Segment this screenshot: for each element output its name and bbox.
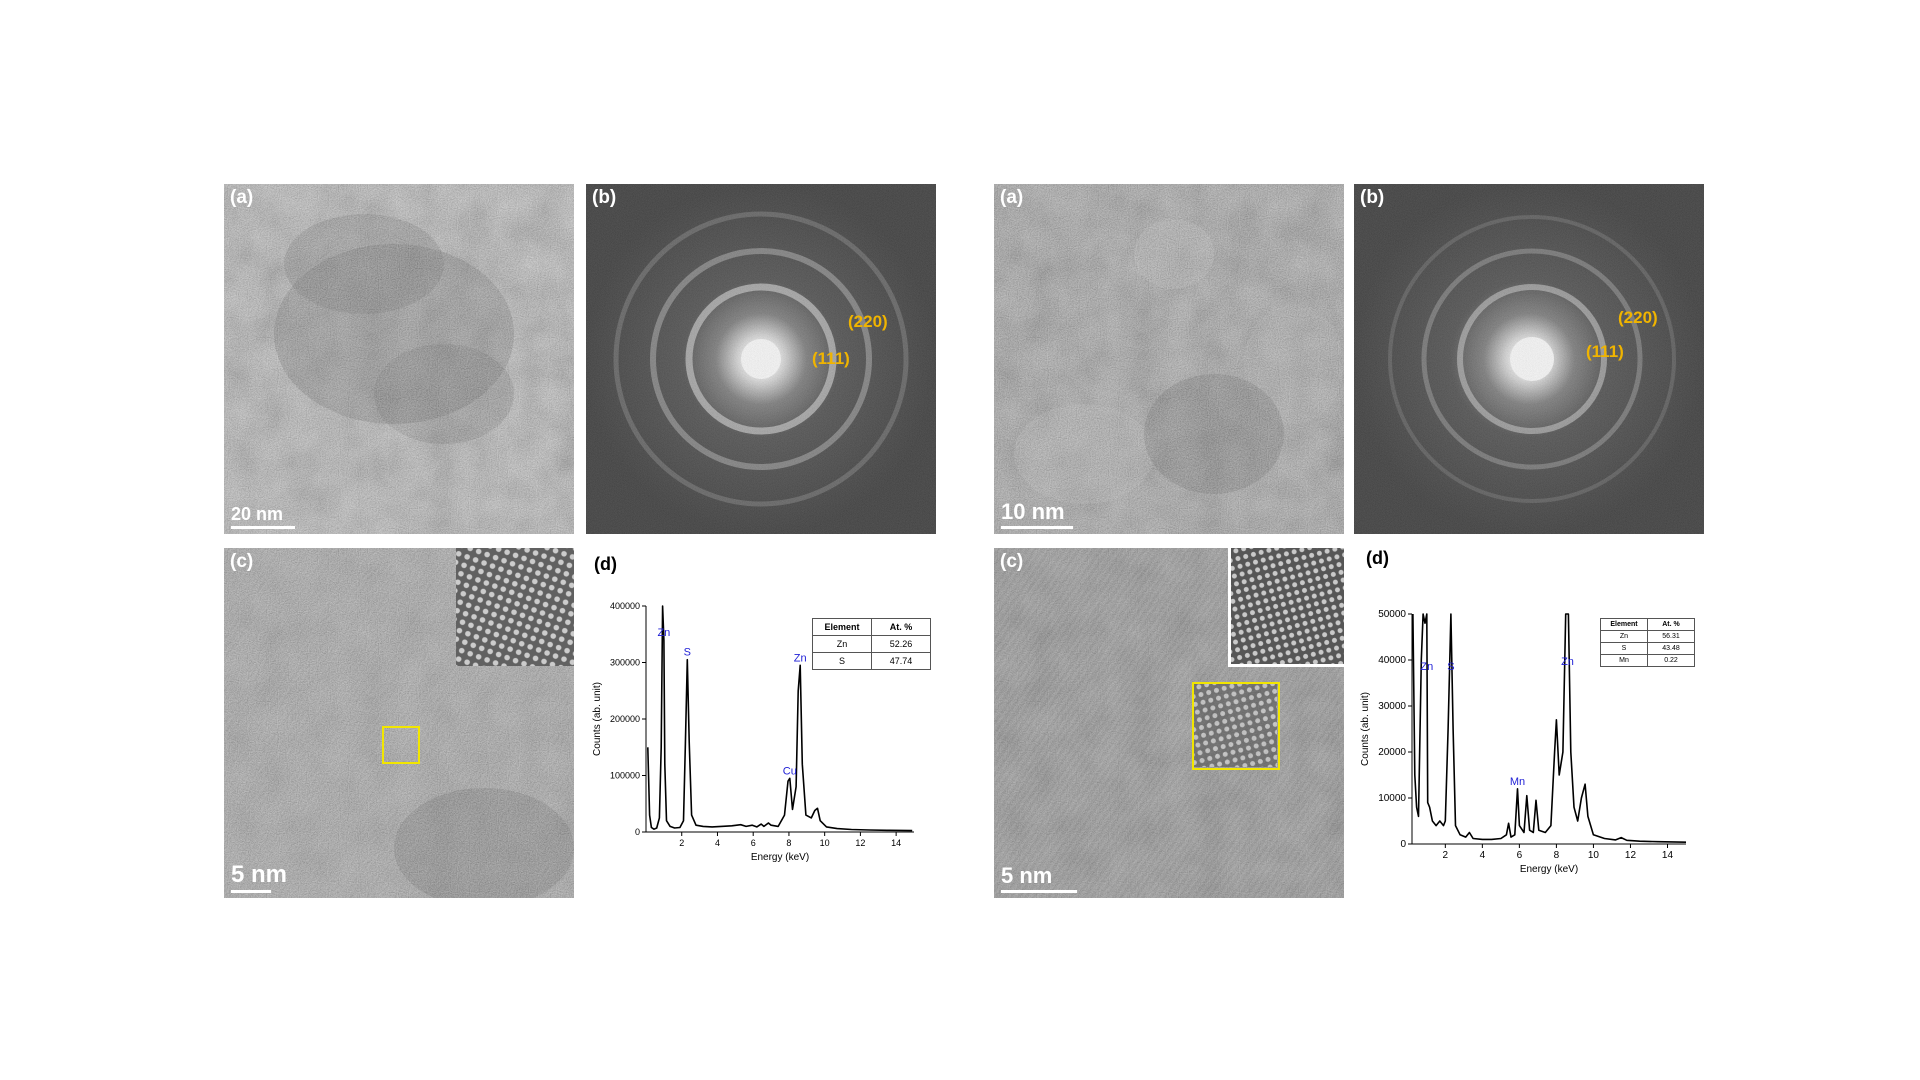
left-hrtem-image-c: (c) 5 nm <box>224 548 574 898</box>
scale-bar-label: 5 nm <box>231 861 288 888</box>
y-tick-label: 40000 <box>1378 655 1406 666</box>
peak-label: Zn <box>657 627 670 639</box>
x-tick-label: 6 <box>751 838 756 848</box>
y-tick-label: 20000 <box>1378 747 1406 758</box>
peak-label: S <box>1447 661 1454 673</box>
panel-label: (a) <box>230 187 254 208</box>
x-axis-label: Energy (keV) <box>751 852 809 863</box>
table-header: Element <box>1600 618 1648 631</box>
x-tick-label: 12 <box>1625 850 1637 861</box>
table-cell: 52.26 <box>871 635 931 653</box>
peak-label: Mn <box>1510 776 1525 788</box>
peak-label: Cu <box>783 765 797 777</box>
table-cell: Zn <box>1600 630 1648 643</box>
panel-label: (c) <box>1000 551 1024 572</box>
panel-label: (b) <box>592 187 617 208</box>
x-tick-label: 14 <box>1662 850 1674 861</box>
table-cell: 56.31 <box>1647 630 1695 643</box>
left-tem-texture <box>224 184 574 534</box>
y-tick-label: 0 <box>635 827 640 837</box>
y-tick-label: 30000 <box>1378 701 1406 712</box>
x-tick-label: 10 <box>1588 850 1600 861</box>
ring-label-220: (220) <box>848 312 888 331</box>
roi-box <box>382 726 420 764</box>
y-tick-label: 10000 <box>1378 793 1406 804</box>
table-cell: 47.74 <box>871 652 931 670</box>
peak-label: Zn <box>1561 656 1574 668</box>
composition-table: Element At. % Zn 52.26 S 47.74 <box>812 618 931 670</box>
fft-inset <box>456 548 574 666</box>
y-tick-label: 0 <box>1400 839 1406 850</box>
y-tick-label: 300000 <box>610 658 640 668</box>
y-tick-label: 400000 <box>610 601 640 611</box>
right-eds-spectrum-d: (d) 2 4 6 8 10 12 14 0 10000 20000 30000 40000 50000… <box>1354 548 1704 898</box>
x-tick-label: 8 <box>786 838 791 848</box>
x-tick-label: 8 <box>1554 850 1560 861</box>
saed-rings <box>1354 184 1704 534</box>
saed-rings <box>586 184 936 534</box>
scale-bar-label: 20 nm <box>231 504 284 524</box>
spectrum-line <box>647 605 913 832</box>
y-axis-label: Counts (ab. unit) <box>592 682 603 756</box>
table-header: At. % <box>871 618 931 636</box>
fft-inset <box>1228 548 1344 667</box>
x-tick-label: 14 <box>891 838 901 848</box>
left-saed-pattern-b: (b) (220) (111) <box>586 184 936 534</box>
panel-label: (a) <box>1000 187 1024 208</box>
table-cell: Mn <box>1600 654 1648 667</box>
table-cell: Zn <box>812 635 872 653</box>
left-tem-image-a: (a) 20 nm <box>224 184 574 534</box>
peak-label: Zn <box>1420 661 1433 673</box>
y-tick-label: 200000 <box>610 714 640 724</box>
y-tick-label: 50000 <box>1378 609 1406 620</box>
table-cell: 43.48 <box>1647 642 1695 655</box>
tem-texture <box>994 184 1344 534</box>
table-header: Element <box>812 618 872 636</box>
x-tick-label: 4 <box>715 838 720 848</box>
y-axis-label: Counts (ab. unit) <box>1360 692 1371 766</box>
left-eds-spectrum-d: (d) 2 4 6 8 10 12 14 0 100000 200000 300000 400000 E… <box>586 548 936 898</box>
peak-label: S <box>684 647 691 659</box>
scale-bar: 5 nm <box>231 861 287 893</box>
table-cell: S <box>812 652 872 670</box>
scale-bar: 5 nm <box>1001 863 1077 893</box>
x-tick-label: 4 <box>1480 850 1486 861</box>
peak-label: Zn <box>794 652 807 664</box>
table-header: At. % <box>1647 618 1695 631</box>
x-tick-label: 2 <box>679 838 684 848</box>
x-tick-label: 6 <box>1517 850 1523 861</box>
panel-label: (d) <box>1366 548 1389 568</box>
y-tick-label: 100000 <box>610 771 640 781</box>
composition-table: Element At. % Zn 56.31 S 43.48 Mn 0.22 <box>1600 618 1695 667</box>
ring-label-111: (111) <box>812 349 850 368</box>
x-tick-label: 10 <box>820 838 830 848</box>
ring-label-220: (220) <box>1618 308 1658 327</box>
scale-bar-label: 10 nm <box>1001 499 1065 524</box>
eds-chart: 2 4 6 8 10 12 14 0 100000 200000 300000 400000 Energ… <box>592 601 914 863</box>
scale-bar: 20 nm <box>231 504 295 529</box>
roi-box <box>1192 682 1280 770</box>
panel-label: (b) <box>1360 187 1385 208</box>
spectrum-line <box>1412 613 1687 843</box>
panel-label: (d) <box>594 554 617 574</box>
ring-label-111: (111) <box>1586 342 1624 361</box>
right-saed-pattern-b: (b) (220) (111) <box>1354 184 1704 534</box>
table-cell: S <box>1600 642 1648 655</box>
x-axis-label: Energy (keV) <box>1520 864 1578 875</box>
x-tick-label: 12 <box>855 838 865 848</box>
scale-bar-label: 5 nm <box>1001 863 1053 888</box>
right-tem-image-a: (a) 10 nm <box>994 184 1344 534</box>
eds-chart: 2 4 6 8 10 12 14 0 10000 20000 30000 40000 50000 Ener… <box>1360 609 1687 875</box>
panel-label: (c) <box>230 551 254 572</box>
right-hrtem-image-c: (c) 5 nm <box>994 548 1344 898</box>
scale-bar: 10 nm <box>1001 499 1073 529</box>
table-cell: 0.22 <box>1647 654 1695 667</box>
x-tick-label: 2 <box>1443 850 1449 861</box>
